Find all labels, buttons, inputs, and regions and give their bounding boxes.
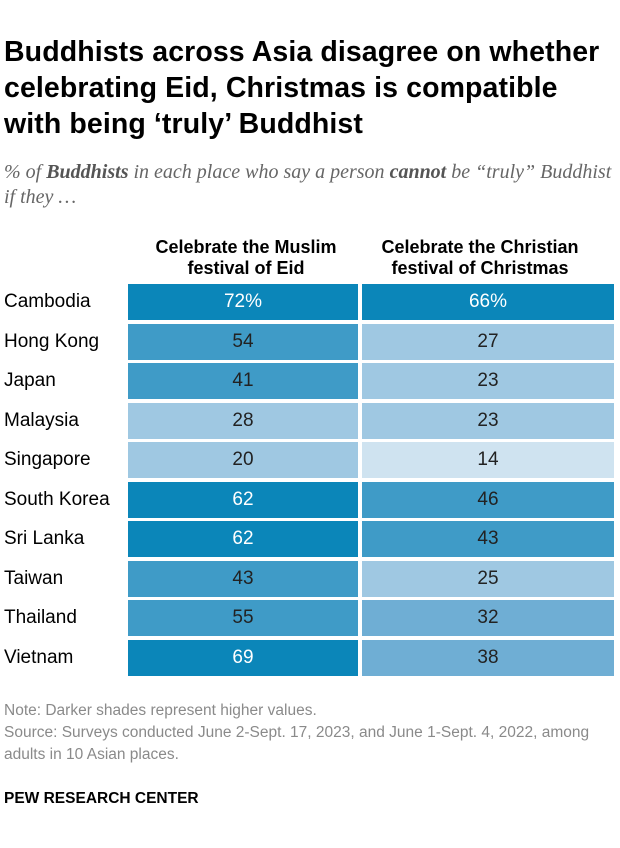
row-label-south-korea: South Korea: [4, 489, 110, 510]
row-label-singapore: Singapore: [4, 449, 91, 470]
source-text: Source: Surveys conducted June 2-Sept. 1…: [4, 724, 590, 763]
row-label-malaysia: Malaysia: [4, 410, 79, 431]
cell-christmas: 23: [362, 403, 614, 439]
chart-subtitle: % of Buddhists in each place who say a p…: [4, 160, 616, 210]
subtitle-bold-2: cannot: [389, 161, 447, 183]
subtitle-text-1: % of: [4, 161, 47, 183]
column-header-eid: Celebrate the Muslim festival of Eid: [155, 237, 337, 278]
cell-eid: 41: [128, 363, 358, 399]
cell-christmas: 27: [362, 324, 614, 360]
subtitle-text-2: in each place who say a person: [128, 161, 390, 183]
note-text: Note: Darker shades represent higher val…: [4, 702, 317, 719]
cell-eid: 72%: [128, 284, 358, 320]
cell-eid: 62: [128, 482, 358, 518]
column-header-christmas: Celebrate the Christian festival of Chri…: [381, 237, 579, 278]
row-label-japan: Japan: [4, 370, 56, 391]
cell-eid: 69: [128, 640, 358, 676]
brand-label: PEW RESEARCH CENTER: [4, 790, 199, 807]
cell-christmas: 14: [362, 442, 614, 478]
cell-christmas: 43: [362, 521, 614, 557]
subtitle-text-3: be “truly” Buddhist if they …: [4, 161, 612, 208]
cell-eid: 55: [128, 600, 358, 636]
row-label-taiwan: Taiwan: [4, 568, 64, 589]
cell-christmas: 46: [362, 482, 614, 518]
row-label-vietnam: Vietnam: [4, 647, 74, 668]
chart-title: Buddhists across Asia disagree on whethe…: [4, 36, 600, 140]
cell-eid: 43: [128, 561, 358, 597]
subtitle-bold-1: Buddhists: [46, 161, 129, 183]
row-label-sri-lanka: Sri Lanka: [4, 528, 85, 549]
cell-christmas: 23: [362, 363, 614, 399]
cell-eid: 62: [128, 521, 358, 557]
cell-eid: 20: [128, 442, 358, 478]
cell-christmas: 32: [362, 600, 614, 636]
row-label-thailand: Thailand: [4, 607, 77, 628]
cell-eid: 28: [128, 403, 358, 439]
cell-christmas: 66%: [362, 284, 614, 320]
chart-notes: Note: Darker shades represent higher val…: [4, 700, 614, 766]
cell-eid: 54: [128, 324, 358, 360]
row-label-hong-kong: Hong Kong: [4, 331, 100, 352]
row-label-cambodia: Cambodia: [4, 291, 91, 312]
top-border: [0, 0, 620, 12]
cell-christmas: 25: [362, 561, 614, 597]
cell-christmas: 38: [362, 640, 614, 676]
